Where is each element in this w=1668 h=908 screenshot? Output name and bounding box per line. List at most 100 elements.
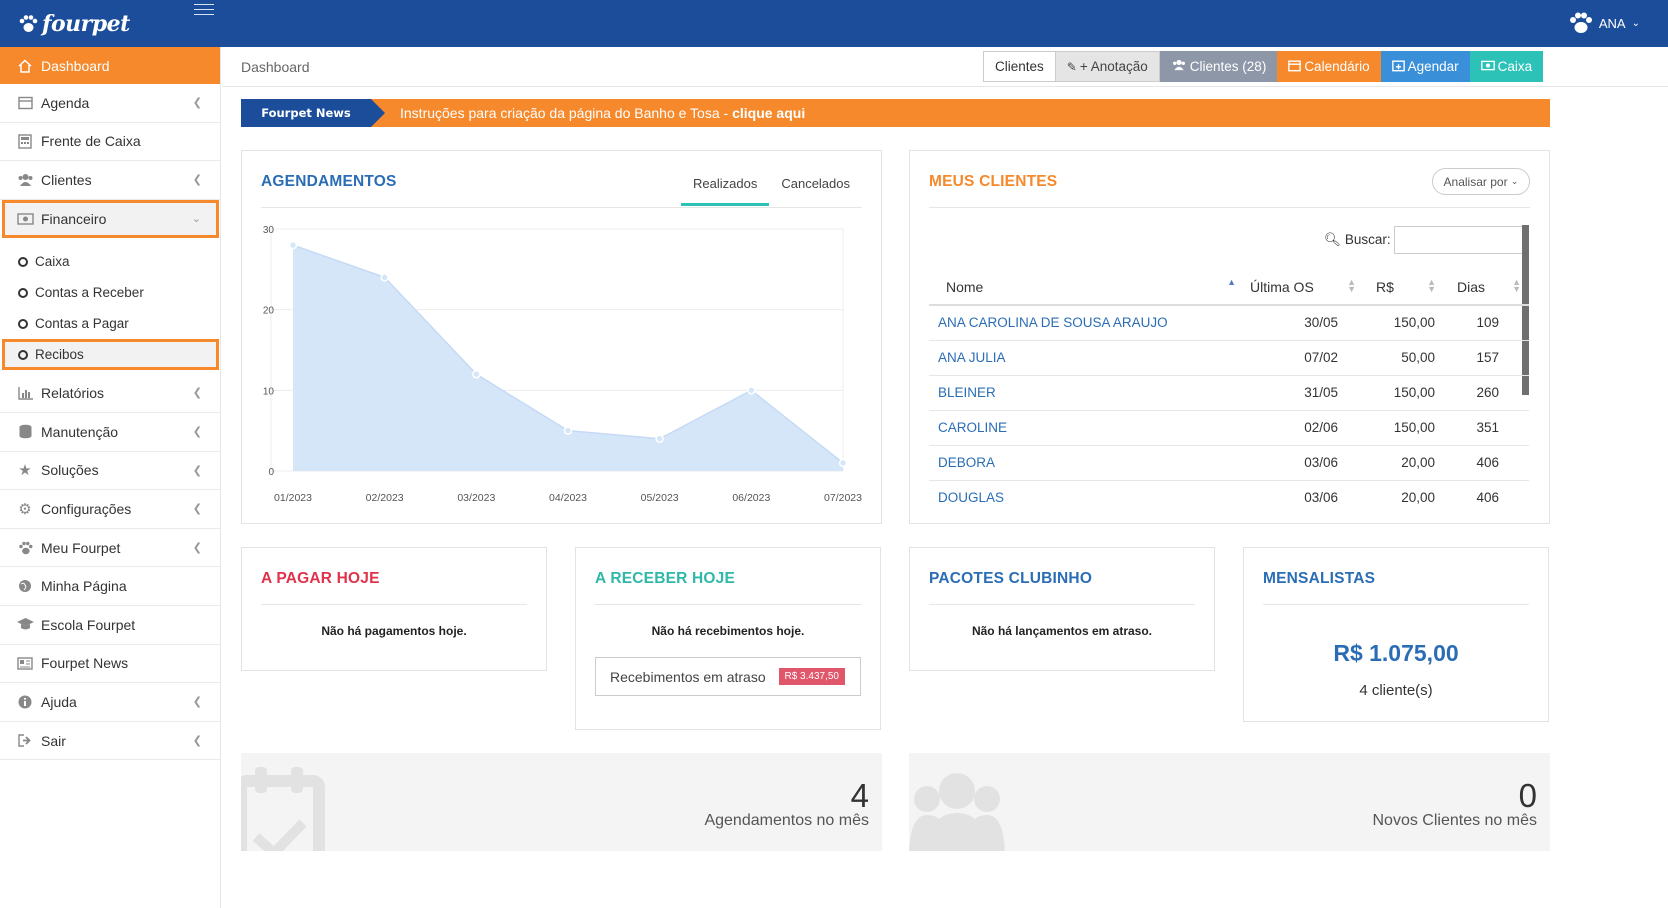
sidebar-subitem-contas-a-pagar[interactable]: Contas a Pagar [0, 308, 220, 339]
atraso-badge: R$ 3.437,50 [778, 668, 845, 685]
chevron-down-icon: ⌄ [1510, 176, 1519, 186]
client-name-link[interactable]: BLEINER [929, 374, 1244, 410]
fourpet-logo[interactable]: fourpet [18, 9, 130, 39]
clientes-table: Nome ▲ Última OS ▲ ▼ R$ ▲ ▼ Dias ▲ ▼ ANA CAROLI… [929, 269, 1529, 515]
data-point [288, 240, 298, 250]
sidebar-item-frente-de-caixa[interactable]: Frente de Caixa [0, 123, 220, 162]
agendamentos-chart: 0 10 20 30 01/2023 02/2023 03/2023 04/2023 05/20… [263, 225, 862, 504]
header-label: Dias [1457, 278, 1486, 295]
star-icon: ★ [18, 462, 32, 480]
client-name-link[interactable]: ANA JULIA [929, 339, 1244, 375]
sort-icon: ▲ ▼ [1347, 277, 1356, 294]
news-link-text[interactable]: clique aqui [732, 105, 806, 121]
cell-dias: 351 [1444, 409, 1529, 445]
mensalistas-value: R$ 1.075,00 [1333, 640, 1459, 666]
y-tick-label: 30 [263, 225, 275, 236]
sidebar-item-label: Configurações [41, 500, 132, 517]
anotacao-button[interactable]: ✎ + Anotação [1055, 51, 1160, 82]
cell-dias: 157 [1444, 339, 1529, 375]
mensalistas-count: 4 cliente(s) [1359, 682, 1433, 699]
news-link[interactable]: Instruções para criação da página do Ban… [400, 105, 805, 121]
y-tick-label: 10 [263, 386, 275, 397]
user-menu[interactable]: ANA ⌄ [1568, 12, 1640, 34]
sidebar-subitem-caixa[interactable]: Caixa [0, 246, 220, 277]
client-name-link[interactable]: DEBORA [929, 444, 1244, 480]
column-header-valor[interactable]: R$ ▲ ▼ [1364, 269, 1444, 306]
logo-text: fourpet [42, 11, 130, 37]
chevron-down-icon: ⌄ [191, 212, 201, 225]
calendario-button[interactable]: Calendário [1277, 51, 1381, 82]
x-tick-label: 02/2023 [366, 492, 404, 504]
globe-icon [16, 577, 34, 595]
cell-valor: 150,00 [1364, 374, 1444, 410]
sidebar-item-solucoes[interactable]: ★ Soluções ❮ [0, 452, 220, 491]
column-header-nome[interactable]: Nome ▲ [929, 269, 1244, 306]
client-name-link[interactable]: CAROLINE [929, 409, 1244, 445]
sidebar-item-relatorios[interactable]: Relatórios ❮ [0, 374, 220, 413]
home-icon [16, 57, 34, 75]
button-label: Clientes (28) [1189, 59, 1267, 74]
stat-label: Agendamentos no mês [704, 812, 869, 829]
breadcrumb-bar: Dashboard Clientes ✎ + Anotação Clientes … [222, 47, 1668, 87]
table-row: CAROLINE 02/06 150,00 351 [929, 409, 1529, 445]
sidebar-item-label: Sair [41, 732, 66, 749]
sidebar-item-dashboard[interactable]: Dashboard [0, 47, 220, 84]
subitem-label: Contas a Receber [35, 285, 144, 301]
user-avatar-paw-icon [1569, 12, 1592, 33]
agendamentos-panel: AGENDAMENTOS Realizados Cancelados 0 10 20… [241, 150, 882, 524]
atraso-label: Recebimentos em atraso [610, 668, 766, 685]
header-label: Nome [946, 278, 984, 295]
search-input[interactable] [1394, 226, 1529, 254]
clientes-button[interactable]: Clientes [983, 51, 1056, 82]
breadcrumb: Dashboard [241, 59, 310, 75]
paw-icon [16, 539, 34, 557]
table-row: BLEINER 31/05 150,00 260 [929, 374, 1529, 410]
column-header-ultima-os[interactable]: Última OS ▲ ▼ [1244, 269, 1364, 306]
chevron-left-icon: ❮ [192, 734, 202, 747]
cell-ultima-os: 31/05 [1244, 374, 1364, 410]
users-icon [16, 171, 34, 189]
calendar-check-icon [241, 767, 325, 851]
column-header-dias[interactable]: Dias ▲ ▼ [1444, 269, 1529, 306]
client-name-link[interactable]: DOUGLAS [929, 479, 1244, 515]
info-icon [16, 693, 34, 711]
cell-valor: 150,00 [1364, 304, 1444, 340]
chevron-left-icon: ❮ [192, 97, 202, 109]
sign-out-icon [16, 732, 34, 750]
search-icon: 🔍︎ [1324, 232, 1342, 247]
dropdown-label: Analisar por [1443, 174, 1508, 189]
sidebar-item-agenda[interactable]: Agenda ❮ [0, 84, 220, 123]
caixa-button[interactable]: Caixa [1469, 51, 1544, 82]
y-tick-label: 20 [263, 306, 275, 317]
sidebar-item-minha-pagina[interactable]: Minha Página [0, 567, 220, 606]
stat-number: 0 [1518, 777, 1537, 814]
tab-cancelados[interactable]: Cancelados [781, 176, 850, 191]
tab-realizados[interactable]: Realizados [681, 173, 770, 206]
sidebar-item-financeiro[interactable]: Financeiro ⌄ [2, 199, 219, 239]
agendar-button[interactable]: Agendar [1380, 51, 1470, 82]
sidebar-item-configuracoes[interactable]: ⚙ Configurações ❮ [0, 490, 220, 529]
cell-ultima-os: 07/02 [1244, 339, 1364, 375]
clientes-count-button[interactable]: Clientes (28) [1159, 51, 1278, 82]
recebimentos-em-atraso[interactable]: Recebimentos em atraso R$ 3.437,50 [595, 657, 861, 696]
subitem-label: Caixa [35, 254, 70, 270]
sidebar-subitem-recibos[interactable]: Recibos [2, 339, 219, 371]
newspaper-icon [16, 654, 34, 672]
sidebar-item-fourpet-news[interactable]: Fourpet News [0, 645, 220, 684]
client-name-link[interactable]: ANA CAROLINA DE SOUSA ARAUJO [929, 304, 1244, 340]
sidebar-item-ajuda[interactable]: Ajuda ❮ [0, 683, 220, 722]
sidebar-item-clientes[interactable]: Clientes ❮ [0, 161, 220, 200]
sidebar-item-meu-fourpet[interactable]: Meu Fourpet ❮ [0, 529, 220, 568]
menu-toggle-icon[interactable] [194, 4, 214, 18]
sidebar-subitem-contas-a-receber[interactable]: Contas a Receber [0, 277, 220, 308]
sidebar-item-label: Fourpet News [41, 655, 129, 672]
sidebar-item-manutencao[interactable]: Manutenção ❮ [0, 413, 220, 452]
news-tag: Fourpet News [241, 99, 385, 127]
sidebar-item-label: Clientes [41, 171, 92, 188]
sidebar-item-escola-fourpet[interactable]: Escola Fourpet [0, 606, 220, 645]
analisar-por-dropdown[interactable]: Analisar por ⌄ [1432, 168, 1530, 195]
panel-title: MEUS CLIENTES [929, 173, 1058, 190]
cell-valor: 50,00 [1364, 339, 1444, 375]
cell-valor: 150,00 [1364, 409, 1444, 445]
sidebar-item-sair[interactable]: Sair ❮ [0, 722, 220, 761]
